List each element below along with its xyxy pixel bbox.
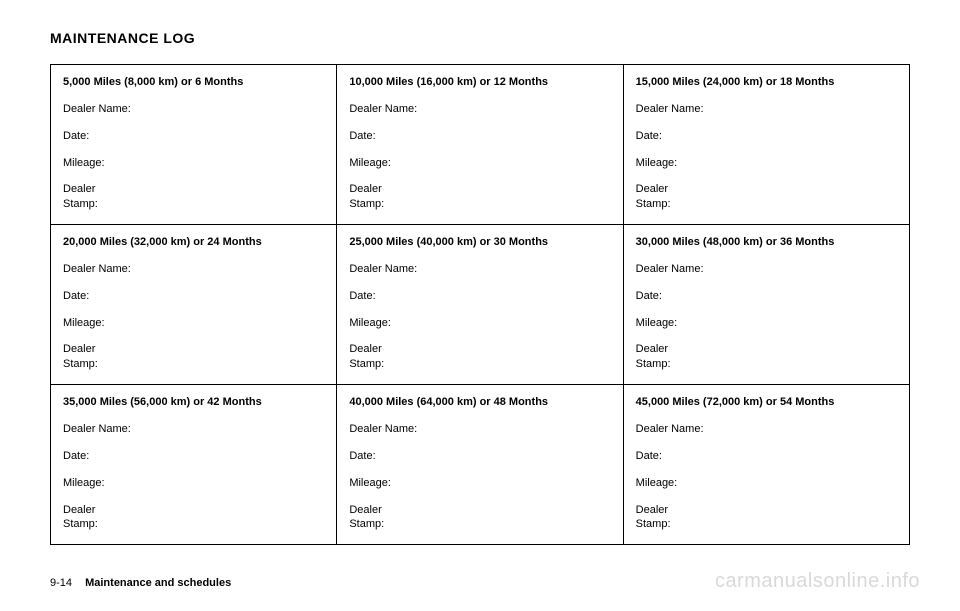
date-label: Date: [636,289,897,304]
dealer-name-label: Dealer Name: [636,262,897,277]
date-label: Date: [636,129,897,144]
interval-heading: 10,000 Miles (16,000 km) or 12 Months [349,75,610,90]
page-footer: 9-14 Maintenance and schedules [50,577,231,589]
date-label: Date: [349,449,610,464]
interval-heading: 5,000 Miles (8,000 km) or 6 Months [63,75,324,90]
dealer-name-label: Dealer Name: [636,422,897,437]
table-row: 20,000 Miles (32,000 km) or 24 Months De… [51,225,910,385]
interval-heading: 40,000 Miles (64,000 km) or 48 Months [349,395,610,410]
stamp-label: Stamp: [349,197,610,212]
dealer-name-label: Dealer Name: [63,262,324,277]
date-label: Date: [349,289,610,304]
mileage-label: Mileage: [63,316,324,331]
log-cell: 45,000 Miles (72,000 km) or 54 Months De… [623,385,909,545]
interval-heading: 15,000 Miles (24,000 km) or 18 Months [636,75,897,90]
interval-heading: 35,000 Miles (56,000 km) or 42 Months [63,395,324,410]
log-cell: 35,000 Miles (56,000 km) or 42 Months De… [51,385,337,545]
date-label: Date: [636,449,897,464]
table-row: 5,000 Miles (8,000 km) or 6 Months Deale… [51,65,910,225]
dealer-name-label: Dealer Name: [63,102,324,117]
dealer-label: Dealer [349,503,610,518]
date-label: Date: [63,449,324,464]
mileage-label: Mileage: [63,156,324,171]
interval-heading: 25,000 Miles (40,000 km) or 30 Months [349,235,610,250]
interval-heading: 20,000 Miles (32,000 km) or 24 Months [63,235,324,250]
stamp-label: Stamp: [636,517,897,532]
log-cell: 40,000 Miles (64,000 km) or 48 Months De… [337,385,623,545]
maintenance-log-table: 5,000 Miles (8,000 km) or 6 Months Deale… [50,64,910,545]
dealer-label: Dealer [636,182,897,197]
dealer-label: Dealer [349,182,610,197]
page-number: 9-14 [50,577,72,589]
log-cell: 10,000 Miles (16,000 km) or 12 Months De… [337,65,623,225]
log-cell: 20,000 Miles (32,000 km) or 24 Months De… [51,225,337,385]
section-name: Maintenance and schedules [85,577,231,589]
mileage-label: Mileage: [349,316,610,331]
dealer-label: Dealer [63,342,324,357]
log-cell: 25,000 Miles (40,000 km) or 30 Months De… [337,225,623,385]
date-label: Date: [63,129,324,144]
log-cell: 30,000 Miles (48,000 km) or 36 Months De… [623,225,909,385]
dealer-label: Dealer [63,503,324,518]
log-cell: 5,000 Miles (8,000 km) or 6 Months Deale… [51,65,337,225]
stamp-label: Stamp: [349,357,610,372]
stamp-label: Stamp: [63,197,324,212]
mileage-label: Mileage: [636,316,897,331]
stamp-label: Stamp: [349,517,610,532]
mileage-label: Mileage: [63,476,324,491]
interval-heading: 45,000 Miles (72,000 km) or 54 Months [636,395,897,410]
stamp-label: Stamp: [63,517,324,532]
watermark: carmanualsonline.info [715,570,920,593]
stamp-label: Stamp: [63,357,324,372]
date-label: Date: [349,129,610,144]
interval-heading: 30,000 Miles (48,000 km) or 36 Months [636,235,897,250]
dealer-name-label: Dealer Name: [636,102,897,117]
date-label: Date: [63,289,324,304]
mileage-label: Mileage: [349,156,610,171]
dealer-label: Dealer [636,503,897,518]
dealer-name-label: Dealer Name: [349,102,610,117]
dealer-label: Dealer [63,182,324,197]
page-title: MAINTENANCE LOG [50,30,910,46]
dealer-label: Dealer [349,342,610,357]
dealer-name-label: Dealer Name: [349,422,610,437]
dealer-name-label: Dealer Name: [349,262,610,277]
stamp-label: Stamp: [636,197,897,212]
dealer-name-label: Dealer Name: [63,422,324,437]
table-row: 35,000 Miles (56,000 km) or 42 Months De… [51,385,910,545]
mileage-label: Mileage: [636,156,897,171]
dealer-label: Dealer [636,342,897,357]
mileage-label: Mileage: [349,476,610,491]
stamp-label: Stamp: [636,357,897,372]
mileage-label: Mileage: [636,476,897,491]
log-cell: 15,000 Miles (24,000 km) or 18 Months De… [623,65,909,225]
